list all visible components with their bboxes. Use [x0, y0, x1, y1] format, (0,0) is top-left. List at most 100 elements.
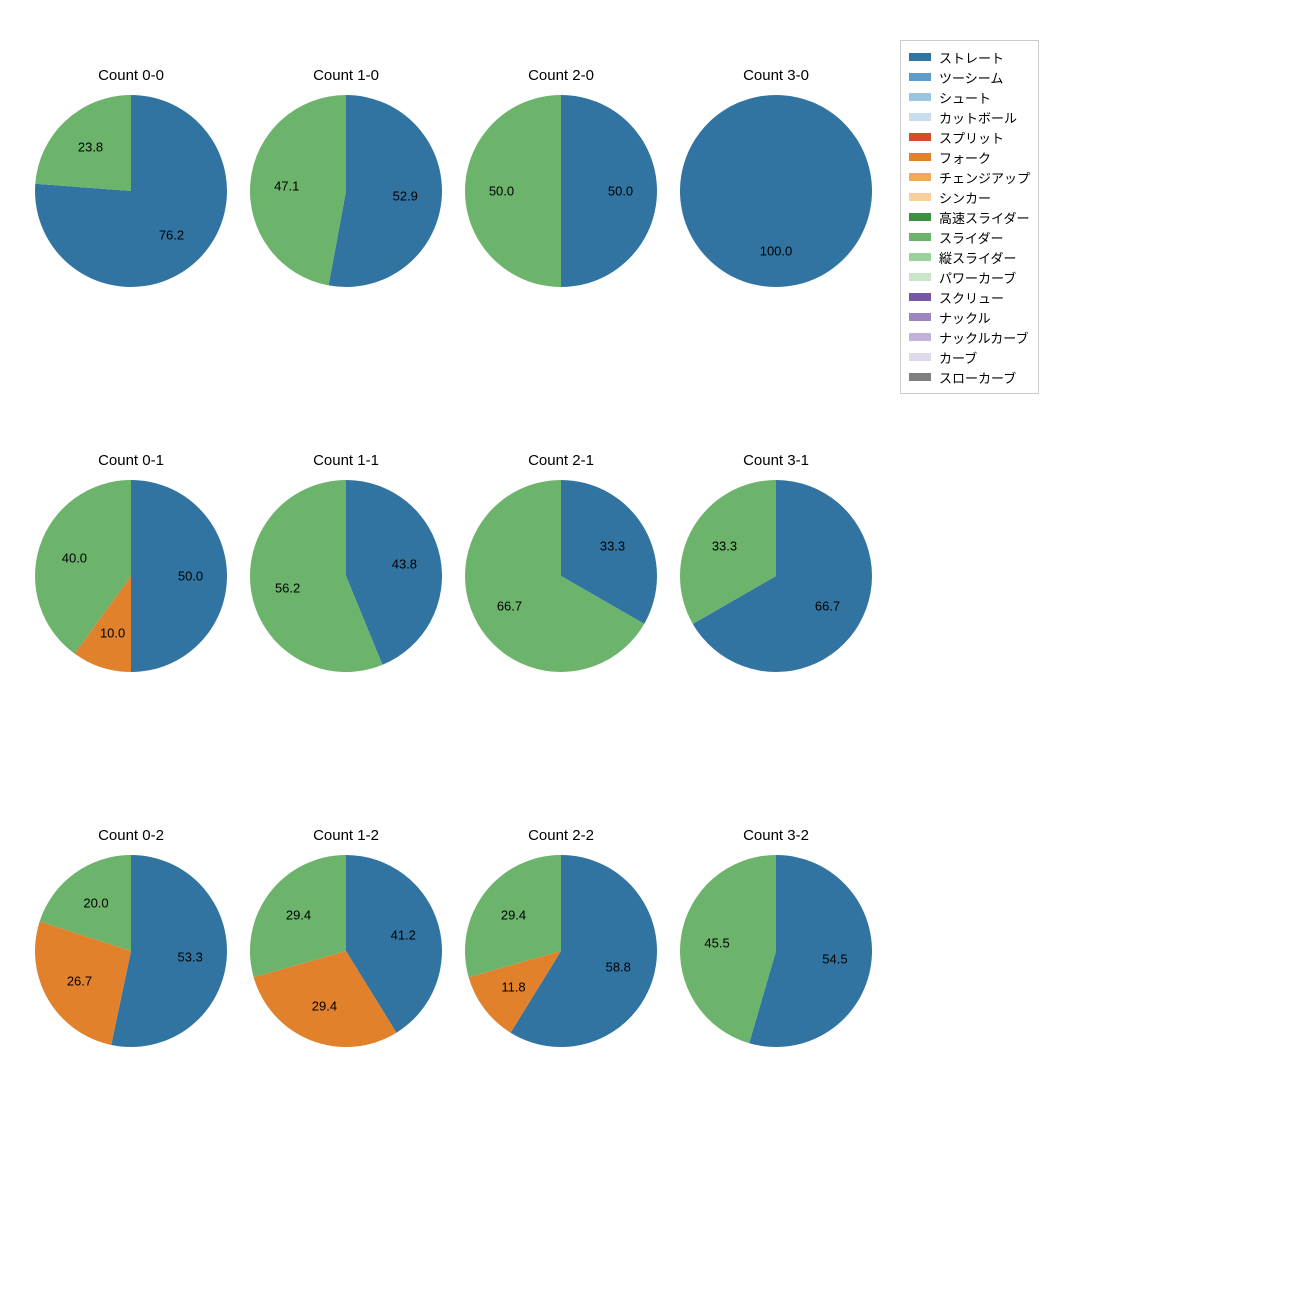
legend-swatch: [909, 373, 931, 381]
legend-item: カットボール: [909, 107, 1030, 127]
legend-label: チェンジアップ: [939, 168, 1030, 187]
legend-item: カーブ: [909, 347, 1030, 367]
legend-item: ストレート: [909, 47, 1030, 67]
legend-swatch: [909, 253, 931, 261]
legend-item: ナックルカーブ: [909, 327, 1030, 347]
chart-title: Count 2-2: [465, 827, 657, 844]
pie-chart: Count 1-241.229.429.4: [250, 855, 442, 1047]
legend-label: スライダー: [939, 228, 1003, 247]
legend-swatch: [909, 93, 931, 101]
pie-svg: [465, 855, 657, 1047]
legend-swatch: [909, 213, 931, 221]
legend-swatch: [909, 173, 931, 181]
legend-swatch: [909, 113, 931, 121]
legend-swatch: [909, 293, 931, 301]
pie-svg: [35, 95, 227, 287]
legend-item: ツーシーム: [909, 67, 1030, 87]
legend-label: カーブ: [939, 348, 977, 367]
legend-item: 高速スライダー: [909, 207, 1030, 227]
legend-label: 高速スライダー: [939, 208, 1029, 227]
slice-label: 40.0: [62, 550, 87, 565]
slice-label: 100.0: [760, 243, 793, 258]
chart-grid: Count 0-0 76.2 23.8 Count 1-052.947.1 Count …: [0, 0, 1300, 1300]
legend-swatch: [909, 133, 931, 141]
legend-label: 縦スライダー: [939, 248, 1016, 267]
slice-label: 11.8: [501, 979, 525, 994]
pie-svg: [680, 95, 872, 287]
chart-title: Count 0-2: [35, 827, 227, 844]
legend-swatch: [909, 273, 931, 281]
slice-label: 76.2: [159, 227, 184, 242]
slice-label: 41.2: [391, 927, 416, 942]
slice-label: 33.3: [600, 539, 625, 554]
slice-label: 66.7: [497, 598, 522, 613]
chart-title: Count 1-0: [250, 67, 442, 84]
pie-chart: Count 0-253.326.720.0: [35, 855, 227, 1047]
legend-item: シンカー: [909, 187, 1030, 207]
legend-item: スプリット: [909, 127, 1030, 147]
legend-item: スローカーブ: [909, 367, 1030, 387]
legend-swatch: [909, 53, 931, 61]
slice-label: 50.0: [489, 184, 514, 199]
legend-label: スクリュー: [939, 288, 1004, 307]
pie-chart: Count 1-143.856.2: [250, 480, 442, 672]
legend-label: ツーシーム: [939, 68, 1003, 87]
chart-title: Count 3-1: [680, 452, 872, 469]
slice-label: 50.0: [178, 569, 203, 584]
slice-label: 53.3: [178, 950, 203, 965]
legend-label: シュート: [939, 88, 991, 107]
legend-label: シンカー: [939, 188, 991, 207]
slice-label: 23.8: [78, 140, 103, 155]
slice-label: 45.5: [704, 935, 729, 950]
slice-label: 66.7: [815, 598, 840, 613]
chart-title: Count 1-1: [250, 452, 442, 469]
pie-chart: Count 1-052.947.1: [250, 95, 442, 287]
legend-label: カットボール: [939, 108, 1017, 127]
slice-label: 56.2: [275, 580, 300, 595]
legend-label: ナックルカーブ: [939, 328, 1028, 347]
slice-label: 29.4: [286, 908, 311, 923]
legend-swatch: [909, 353, 931, 361]
slice-label: 50.0: [608, 184, 633, 199]
chart-title: Count 0-0: [35, 67, 227, 84]
legend-label: パワーカーブ: [939, 268, 1016, 287]
legend-swatch: [909, 193, 931, 201]
legend-item: ナックル: [909, 307, 1030, 327]
slice-label: 33.3: [712, 539, 737, 554]
pie-svg: [680, 480, 872, 672]
legend-swatch: [909, 333, 931, 341]
slice-label: 43.8: [392, 557, 417, 572]
legend-item: 縦スライダー: [909, 247, 1030, 267]
slice-label: 52.9: [393, 189, 418, 204]
slice-label: 29.4: [501, 908, 526, 923]
legend-item: フォーク: [909, 147, 1030, 167]
legend-label: ストレート: [939, 48, 1004, 67]
legend-item: シュート: [909, 87, 1030, 107]
legend-label: スローカーブ: [939, 368, 1016, 387]
slice-label: 10.0: [100, 625, 125, 640]
slice-label: 29.4: [312, 999, 337, 1014]
legend-label: ナックル: [939, 308, 991, 327]
slice-label: 20.0: [83, 895, 108, 910]
chart-title: Count 2-1: [465, 452, 657, 469]
pie-chart: Count 3-0100.0: [680, 95, 872, 287]
legend-swatch: [909, 73, 931, 81]
pie-svg: [250, 855, 442, 1047]
pie-chart: Count 0-150.010.040.0: [35, 480, 227, 672]
pie-chart: Count 2-258.811.829.4: [465, 855, 657, 1047]
pie-chart: Count 2-133.366.7: [465, 480, 657, 672]
pie-svg: [465, 480, 657, 672]
legend-swatch: [909, 153, 931, 161]
legend-swatch: [909, 313, 931, 321]
chart-title: Count 3-2: [680, 827, 872, 844]
legend-label: フォーク: [939, 148, 991, 167]
pie-chart: Count 3-166.733.3: [680, 480, 872, 672]
slice-label: 58.8: [606, 960, 631, 975]
legend-item: パワーカーブ: [909, 267, 1030, 287]
legend: ストレートツーシームシュートカットボールスプリットフォークチェンジアップシンカー…: [900, 40, 1039, 394]
chart-title: Count 0-1: [35, 452, 227, 469]
pie-svg: [250, 480, 442, 672]
chart-title: Count 3-0: [680, 67, 872, 84]
slice-label: 54.5: [822, 952, 847, 967]
legend-item: スクリュー: [909, 287, 1030, 307]
